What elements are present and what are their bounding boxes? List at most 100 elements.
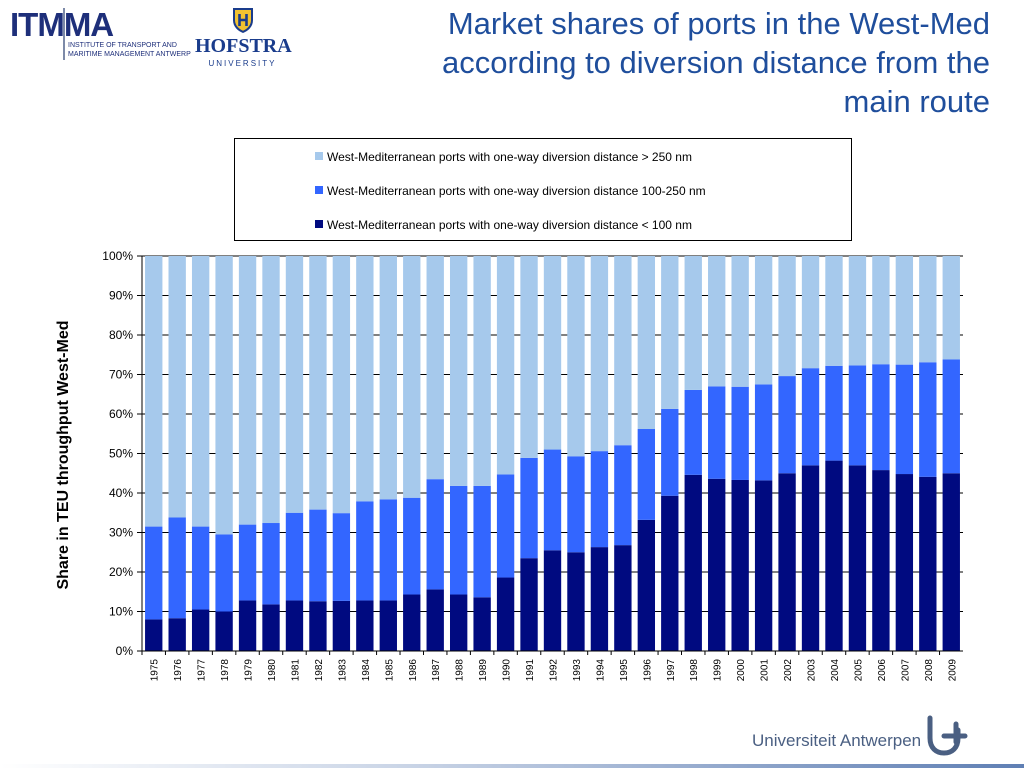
y-tick-label: 100% <box>102 249 133 263</box>
bar-segment-series-1-1998 <box>684 389 702 475</box>
bar-segment-series-0-1999 <box>708 478 726 651</box>
bar-segment-series-2-1984 <box>356 256 374 502</box>
bar-segment-series-0-1995 <box>614 545 632 651</box>
bar-segment-series-0-1994 <box>590 547 609 651</box>
bar-segment-series-0-1980 <box>262 604 280 651</box>
ua-logo-icon <box>927 715 968 756</box>
bar-segment-series-2-1983 <box>332 256 351 514</box>
x-tick-label: 1992 <box>549 659 560 682</box>
legend-item-over-250: West-Mediterranean ports with one-way di… <box>315 150 692 164</box>
bar-segment-series-1-1976 <box>168 517 186 619</box>
bar-segment-series-0-1990 <box>496 577 515 651</box>
bar-segment-series-2-1975 <box>145 256 163 527</box>
y-tick-label: 0% <box>116 644 134 658</box>
bar-segment-series-0-1993 <box>567 552 585 651</box>
bar-segment-series-0-2008 <box>919 476 937 651</box>
bar-segment-series-0-1982 <box>309 601 327 651</box>
x-tick-label: 1984 <box>361 659 372 682</box>
x-tick-label: 1999 <box>713 659 724 682</box>
x-tick-label: 2003 <box>807 659 818 682</box>
bar-segment-series-2-1982 <box>309 256 327 510</box>
bar-segment-series-0-2000 <box>731 479 749 651</box>
itmma-logo-subtitle: INSTITUTE OF TRANSPORT AND MARITIME MANA… <box>68 41 191 59</box>
bar-segment-series-2-1991 <box>520 256 538 458</box>
bar-segment-series-1-1983 <box>332 513 351 601</box>
hofstra-logo: HOFSTRA UNIVERSITY <box>195 6 292 68</box>
bar-segment-series-0-2005 <box>848 465 867 651</box>
bar-segment-series-1-2003 <box>801 368 820 466</box>
y-tick-label: 70% <box>109 368 133 382</box>
bar-segment-series-0-1985 <box>379 600 397 651</box>
bar-segment-series-1-1975 <box>145 526 163 620</box>
bar-segment-series-2-1996 <box>637 256 656 430</box>
itmma-logo-line2: MARITIME MANAGEMENT ANTWERP <box>68 51 191 58</box>
itmma-logo-line1: INSTITUTE OF TRANSPORT AND <box>68 42 177 49</box>
x-tick-label: 2000 <box>736 659 747 682</box>
legend-label-under-100: West-Mediterranean ports with one-way di… <box>327 218 692 232</box>
legend-swatch-over-250 <box>315 152 323 160</box>
bar-segment-series-1-1981 <box>285 512 304 601</box>
slide-title-line-2: according to diversion distance from the <box>442 45 990 80</box>
bar-segment-series-0-2001 <box>754 480 773 651</box>
bar-segment-series-0-1987 <box>426 589 444 651</box>
x-tick-label: 1997 <box>666 659 677 682</box>
y-tick-label: 60% <box>109 407 133 421</box>
bar-segment-series-1-2007 <box>895 364 914 475</box>
bar-segment-series-2-1986 <box>403 256 421 498</box>
legend-item-100-250: West-Mediterranean ports with one-way di… <box>315 184 706 198</box>
bar-segment-series-2-1998 <box>684 256 702 390</box>
legend-swatch-100-250 <box>315 186 323 194</box>
x-tick-label: 1998 <box>689 659 700 682</box>
bar-segment-series-0-1984 <box>356 600 374 651</box>
bar-segment-series-2-1987 <box>426 256 444 480</box>
x-tick-label: 2009 <box>947 659 958 682</box>
x-tick-label: 1995 <box>619 659 630 682</box>
y-tick-label: 90% <box>109 289 133 303</box>
bar-segment-series-2-1977 <box>191 256 210 527</box>
bar-segment-series-2-2007 <box>895 256 914 365</box>
bar-segment-series-2-1976 <box>168 256 186 518</box>
bar-segment-series-1-2005 <box>848 365 867 466</box>
bar-segment-series-0-1986 <box>403 594 421 651</box>
x-tick-label: 1975 <box>150 659 161 682</box>
bar-segment-series-0-1978 <box>215 611 233 651</box>
bar-segment-series-2-1985 <box>379 256 397 500</box>
bar-segment-series-2-1980 <box>262 256 280 524</box>
bar-segment-series-2-2003 <box>801 256 820 369</box>
itmma-logo: ITMMA INSTITUTE OF TRANSPORT AND MARITIM… <box>10 8 191 60</box>
bar-segment-series-1-1997 <box>661 408 679 496</box>
hofstra-logo-subtitle: UNIVERSITY <box>208 59 277 68</box>
bar-segment-series-2-1978 <box>215 256 233 535</box>
bar-segment-series-0-1998 <box>684 474 702 651</box>
bar-segment-series-2-2008 <box>919 256 937 363</box>
x-tick-label: 1994 <box>595 659 606 682</box>
x-tick-label: 2004 <box>830 659 841 682</box>
bar-segment-series-0-1996 <box>637 519 656 651</box>
y-tick-label: 40% <box>109 486 133 500</box>
y-tick-label: 20% <box>109 565 133 579</box>
footer-gradient-line <box>0 764 1024 768</box>
bar-segment-series-1-2002 <box>778 376 796 474</box>
x-tick-label: 1991 <box>525 659 536 682</box>
y-tick-label: 50% <box>109 447 133 461</box>
x-tick-label: 1976 <box>173 659 184 682</box>
bar-segment-series-1-2001 <box>754 384 773 481</box>
slide-title-line-3: main route <box>843 84 990 119</box>
bar-segment-series-0-1979 <box>238 600 257 651</box>
x-tick-label: 1989 <box>478 659 489 682</box>
bar-segment-series-0-1988 <box>449 594 468 651</box>
x-tick-label: 1996 <box>642 659 653 682</box>
bar-segment-series-0-1983 <box>332 600 351 651</box>
x-tick-label: 1993 <box>572 659 583 682</box>
itmma-logo-divider <box>63 8 65 60</box>
bar-segment-series-1-1996 <box>637 429 656 520</box>
bar-segment-series-1-1977 <box>191 526 210 610</box>
bar-segment-series-1-1982 <box>309 509 327 602</box>
bar-segment-series-1-1993 <box>567 456 585 553</box>
bar-segment-series-2-1992 <box>543 256 562 450</box>
bar-segment-series-0-2003 <box>801 465 820 651</box>
bar-segment-series-2-2005 <box>848 256 867 366</box>
university-name: Universiteit Antwerpen <box>752 731 922 750</box>
bar-segment-series-1-1990 <box>496 474 515 578</box>
y-tick-label: 30% <box>109 526 133 540</box>
